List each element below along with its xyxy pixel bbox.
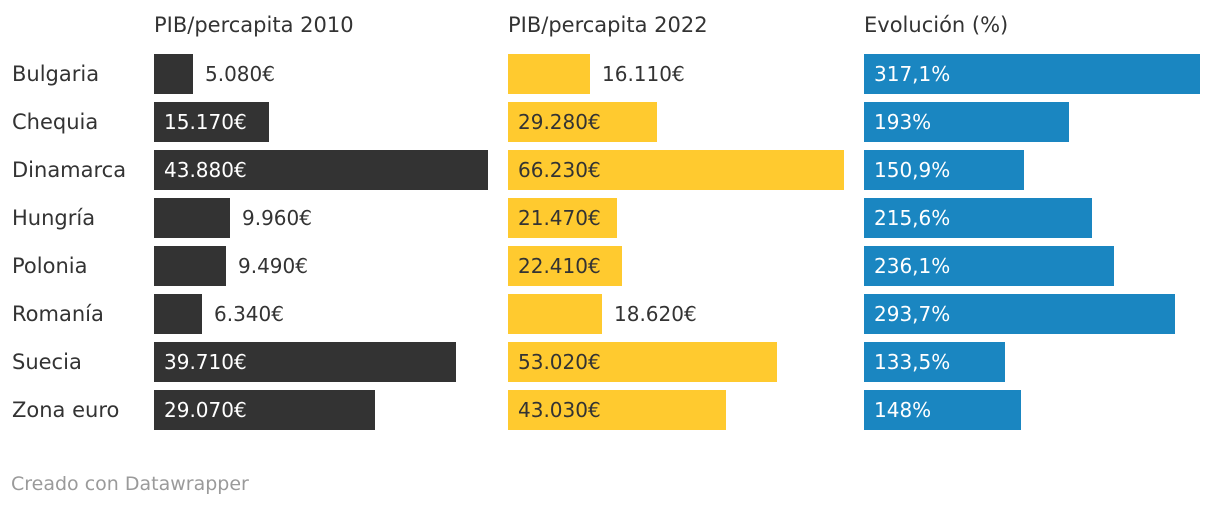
column-header-1: PIB/percapita 2010 (154, 13, 354, 37)
bar (154, 102, 269, 142)
bar (154, 294, 202, 334)
bar (508, 102, 657, 142)
value-label: 9.490€ (238, 254, 308, 278)
bar (864, 246, 1114, 286)
value-label: 29.280€ (518, 110, 601, 134)
credit-text: Creado con Datawrapper (11, 473, 249, 495)
row-label: Polonia (12, 254, 88, 278)
bar (508, 342, 777, 382)
value-label: 43.030€ (518, 398, 601, 422)
bar (864, 294, 1175, 334)
row-label: Dinamarca (12, 158, 127, 182)
value-label: 53.020€ (518, 350, 601, 374)
value-label: 317,1% (874, 62, 951, 86)
value-label: 22.410€ (518, 254, 601, 278)
column-header-3: Evolución (%) (864, 13, 1009, 37)
value-label: 66.230€ (518, 158, 601, 182)
bar (154, 246, 226, 286)
value-label: 193% (874, 110, 932, 134)
value-label: 21.470€ (518, 206, 601, 230)
value-label: 6.340€ (214, 302, 284, 326)
bar (154, 390, 375, 430)
bar (508, 246, 622, 286)
row-label: Bulgaria (12, 62, 100, 86)
bar (154, 198, 230, 238)
row-label: Hungría (12, 206, 96, 230)
bar (508, 54, 590, 94)
value-label: 150,9% (874, 158, 951, 182)
value-label: 215,6% (874, 206, 951, 230)
bar (508, 294, 602, 334)
bar (154, 150, 488, 190)
bar (154, 54, 193, 94)
row-label: Chequia (12, 110, 99, 134)
column-header-2: PIB/percapita 2022 (508, 13, 708, 37)
row-label: Zona euro (12, 398, 120, 422)
value-label: 133,5% (874, 350, 951, 374)
bar (864, 150, 1024, 190)
bar (864, 198, 1092, 238)
value-label: 5.080€ (205, 62, 275, 86)
value-label: 293,7% (874, 302, 951, 326)
bar (508, 150, 844, 190)
bar (864, 54, 1200, 94)
value-label: 9.960€ (242, 206, 312, 230)
value-label: 16.110€ (602, 62, 685, 86)
bar (864, 102, 1069, 142)
value-label: 29.070€ (164, 398, 247, 422)
value-label: 148% (874, 398, 932, 422)
value-label: 18.620€ (614, 302, 697, 326)
value-label: 236,1% (874, 254, 951, 278)
value-label: 39.710€ (164, 350, 247, 374)
bar (508, 198, 617, 238)
bar (864, 390, 1021, 430)
row-label: Suecia (12, 350, 82, 374)
bar (154, 342, 456, 382)
bar (508, 390, 726, 430)
bar (864, 342, 1005, 382)
value-label: 15.170€ (164, 110, 247, 134)
value-label: 43.880€ (164, 158, 247, 182)
row-label: Romanía (12, 302, 104, 326)
